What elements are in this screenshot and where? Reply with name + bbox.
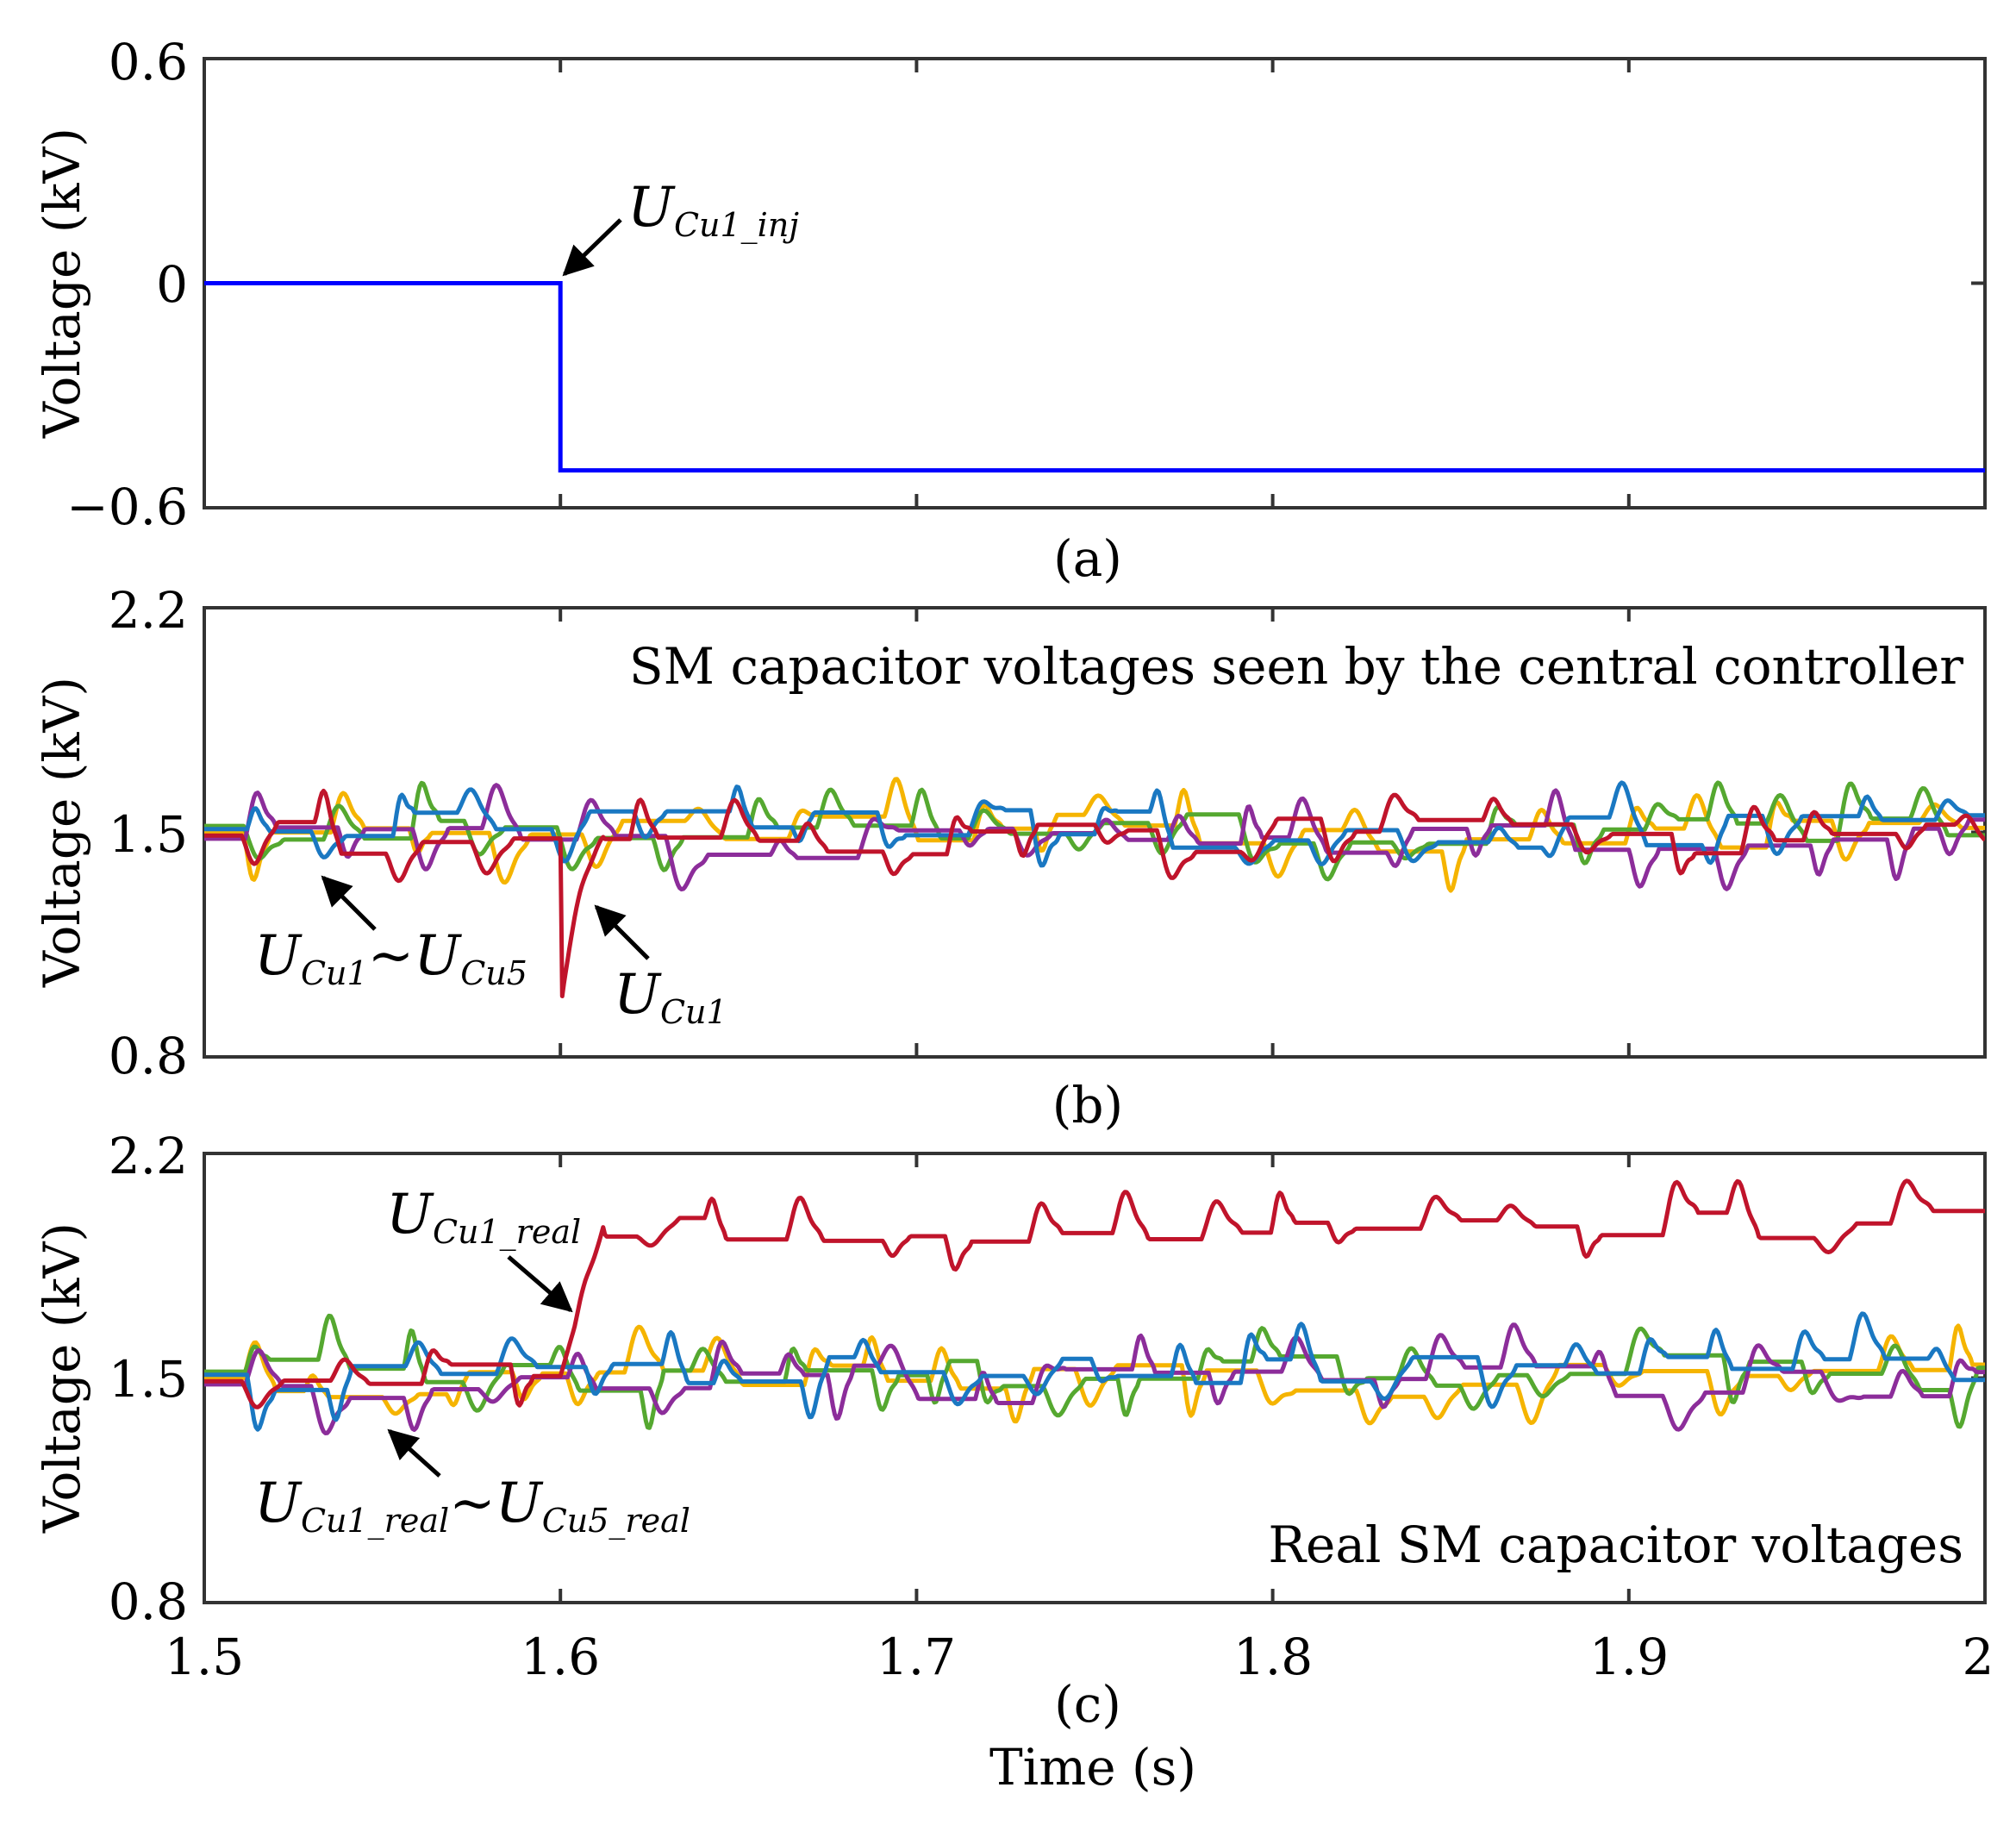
- annotation-label: UCu1_real~UCu5_real: [254, 1472, 690, 1541]
- panel-c-xtick-3: 1.7: [877, 1628, 956, 1686]
- panel-b-ytick-bottom: 0.8: [109, 1027, 188, 1085]
- series-U_Cu1: [204, 788, 1985, 998]
- panel-c-xlabel: Time (s): [989, 1738, 1196, 1797]
- panel-c-xtick-2: 1.6: [521, 1628, 600, 1686]
- panel-b-ylabel: Voltage (kV): [33, 677, 91, 988]
- panel-a-sublabel: (a): [1053, 529, 1122, 588]
- panel-c-xtick-4: 1.8: [1233, 1628, 1313, 1686]
- panel-c: 2.2 1.5 0.8 1.5 1.6 1.7 1.8 1.9 2 Voltag…: [33, 1127, 1994, 1797]
- panel-b-title: SM capacitor voltages seen by the centra…: [629, 637, 1963, 696]
- annotation-label: UCu1~UCu5: [254, 924, 527, 992]
- annotation-ucu1: UCu1: [594, 904, 727, 1031]
- panel-c-title: Real SM capacitor voltages: [1268, 1516, 1963, 1574]
- panel-a-ylabel: Voltage (kV): [33, 128, 91, 439]
- panel-b-ytick-top: 2.2: [109, 581, 188, 640]
- panel-c-ytick-mid: 1.5: [109, 1350, 188, 1409]
- panel-c-ytick-bottom: 0.8: [109, 1572, 188, 1631]
- annotation-label: UCu1_inj: [627, 176, 799, 245]
- panel-b-series: [204, 777, 1985, 998]
- annotation-ucu1-real: UCu1_real: [386, 1183, 581, 1313]
- panel-a: 0.6 0 −0.6 Voltage (kV) (a) UCu1_inj: [33, 33, 1987, 588]
- panel-c-ylabel: Voltage (kV): [33, 1222, 91, 1534]
- annotation-ucu1-inj: UCu1_inj: [562, 176, 799, 277]
- panel-c-xtick-1: 1.5: [165, 1628, 244, 1686]
- panel-c-sublabel: (c): [1054, 1675, 1121, 1734]
- annotation-arrow: [507, 1255, 573, 1313]
- panel-a-ticks: [203, 57, 1987, 509]
- annotation-label: UCu1: [614, 963, 727, 1031]
- annotation-ucu1-ucu5: UCu1~UCu5: [254, 875, 527, 992]
- annotation-arrow: [321, 875, 377, 931]
- panel-b-sublabel: (b): [1052, 1076, 1123, 1134]
- panel-c-series: [204, 1178, 1985, 1435]
- panel-a-ytick-top: 0.6: [109, 33, 188, 91]
- annotation-ucu1-real-ucu5-real: UCu1_real~UCu5_real: [254, 1428, 690, 1541]
- series-U_Cu5: [204, 780, 1985, 868]
- panel-c-xtick-5: 1.9: [1589, 1628, 1669, 1686]
- panel-a-ytick-mid: 0: [156, 255, 188, 314]
- panel-a-ytick-bottom: −0.6: [66, 478, 188, 536]
- series-U_Cu2: [204, 777, 1985, 893]
- panel-b: 2.2 1.5 0.8 Voltage (kV) (b) SM capacito…: [33, 581, 1987, 1134]
- annotation-arrow: [562, 218, 622, 277]
- panel-c-ytick-top: 2.2: [109, 1127, 188, 1185]
- annotation-arrow: [594, 904, 650, 960]
- panel-b-ytick-mid: 1.5: [109, 805, 188, 864]
- panel-c-xtick-6: 2: [1963, 1628, 1994, 1686]
- series-U_Cu1_real: [204, 1178, 1985, 1409]
- series-U_Cu1_inj: [204, 281, 1985, 473]
- series-U_Cu5_real: [204, 1311, 1985, 1432]
- annotation-arrow: [387, 1428, 441, 1478]
- panel-a-series: [204, 281, 1985, 473]
- annotation-label: UCu1_real: [386, 1183, 581, 1252]
- panel-b-ticks: [203, 606, 1987, 1059]
